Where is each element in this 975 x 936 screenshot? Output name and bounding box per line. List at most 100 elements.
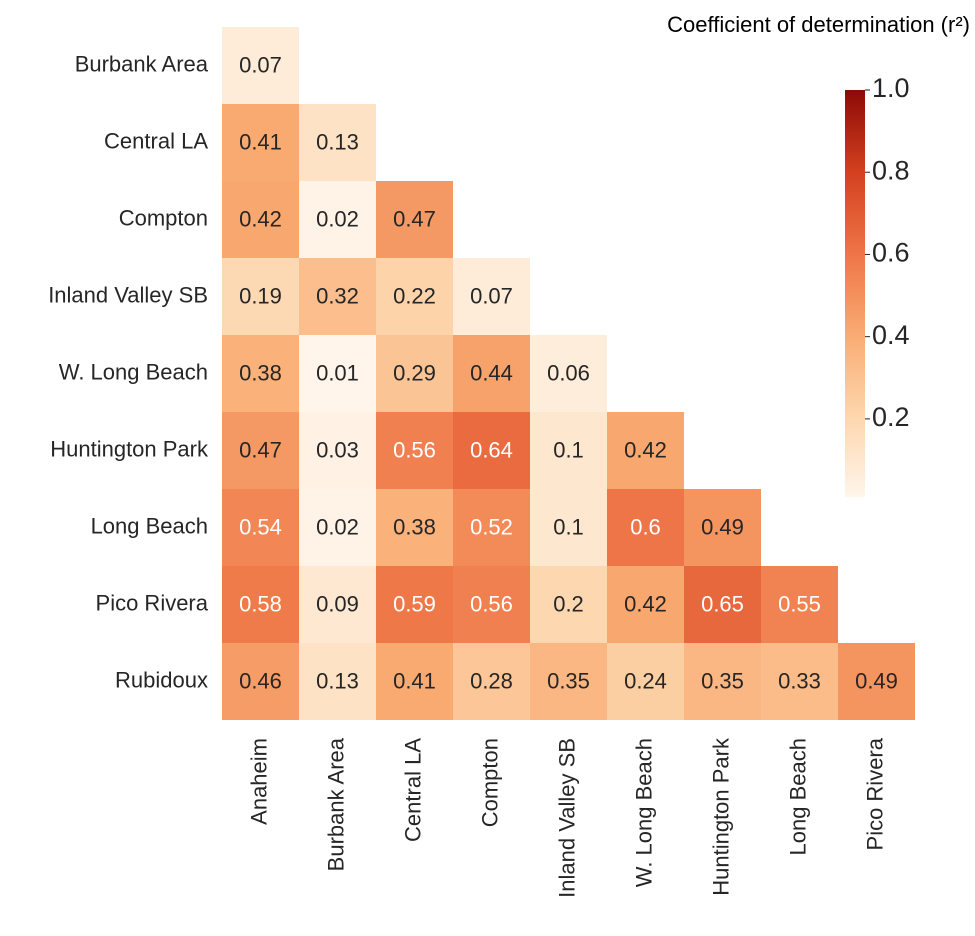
cell-label: 0.09 [316, 591, 359, 616]
heatmap-cell [299, 258, 376, 335]
cell-label: 0.65 [701, 591, 744, 616]
col-label: Anaheim [246, 738, 271, 825]
heatmap-cell [299, 643, 376, 720]
heatmap-cell [530, 489, 607, 566]
cell-label: 0.1 [553, 514, 584, 539]
col-label: Compton [477, 738, 502, 827]
cell-label: 0.56 [470, 591, 513, 616]
cell-label: 0.42 [624, 591, 667, 616]
heatmap-cell [376, 566, 453, 643]
heatmap-cell [530, 412, 607, 489]
heatmap-cell [838, 643, 915, 720]
cell-label: 0.02 [316, 514, 359, 539]
col-label: Huntington Park [708, 737, 733, 896]
heatmap-cell [453, 412, 530, 489]
heatmap-cell [222, 181, 299, 258]
cell-label: 0.01 [316, 360, 359, 385]
row-label: Compton [119, 205, 208, 230]
cell-label: 0.06 [547, 360, 590, 385]
heatmap-cell [222, 412, 299, 489]
cell-label: 0.47 [239, 437, 282, 462]
cell-label: 0.07 [239, 52, 282, 77]
heatmap-cell [376, 412, 453, 489]
cell-label: 0.38 [393, 514, 436, 539]
heatmap-cell [222, 104, 299, 181]
cell-label: 0.22 [393, 283, 436, 308]
cell-label: 0.55 [778, 591, 821, 616]
heatmap-cell [376, 181, 453, 258]
row-label: Huntington Park [50, 436, 209, 461]
colorbar-tick-label: 0.6 [872, 238, 910, 268]
col-label: Pico Rivera [862, 737, 887, 850]
row-label: Inland Valley SB [48, 282, 208, 307]
heatmap-cell [222, 258, 299, 335]
heatmap-cell [453, 643, 530, 720]
heatmap-cell [607, 566, 684, 643]
cell-label: 0.19 [239, 283, 282, 308]
cell-label: 0.41 [393, 668, 436, 693]
heatmap-cell [222, 566, 299, 643]
cell-label: 0.24 [624, 668, 667, 693]
heatmap-cell [299, 104, 376, 181]
cell-label: 0.6 [630, 514, 661, 539]
col-label: W. Long Beach [631, 738, 656, 887]
colorbar-tick-label: 1.0 [872, 73, 910, 103]
chart-title: Coefficient of determination (r²) [667, 12, 970, 37]
cell-label: 0.32 [316, 283, 359, 308]
colorbar [845, 90, 865, 497]
cell-label: 0.64 [470, 437, 513, 462]
cell-label: 0.58 [239, 591, 282, 616]
cell-label: 0.2 [553, 591, 584, 616]
heatmap-cell [299, 412, 376, 489]
cell-label: 0.49 [855, 668, 898, 693]
heatmap-cell [222, 335, 299, 412]
heatmap-cell [376, 489, 453, 566]
row-label: W. Long Beach [59, 359, 208, 384]
cell-label: 0.38 [239, 360, 282, 385]
heatmap-cell [607, 412, 684, 489]
heatmap-cell [376, 643, 453, 720]
heatmap-cell [684, 643, 761, 720]
colorbar-tick-label: 0.8 [872, 155, 910, 185]
heatmap-cell [453, 566, 530, 643]
cell-label: 0.29 [393, 360, 436, 385]
colorbar-tick-label: 0.2 [872, 402, 910, 432]
col-label: Inland Valley SB [554, 738, 579, 898]
heatmap-cell [761, 643, 838, 720]
heatmap-cell [607, 643, 684, 720]
heatmap-cell [453, 258, 530, 335]
heatmap-cell [684, 489, 761, 566]
heatmap-cell [376, 335, 453, 412]
cell-label: 0.41 [239, 129, 282, 154]
colorbar-tick-label: 0.4 [872, 320, 910, 350]
heatmap-cell [684, 566, 761, 643]
heatmap-cell [453, 489, 530, 566]
cell-label: 0.33 [778, 668, 821, 693]
cell-label: 0.42 [239, 206, 282, 231]
col-label: Central LA [400, 738, 425, 842]
col-label: Long Beach [785, 738, 810, 855]
cell-label: 0.49 [701, 514, 744, 539]
cell-label: 0.02 [316, 206, 359, 231]
cell-label: 0.13 [316, 129, 359, 154]
cell-label: 0.03 [316, 437, 359, 462]
cell-label: 0.59 [393, 591, 436, 616]
cell-label: 0.35 [547, 668, 590, 693]
row-label: Pico Rivera [96, 590, 209, 615]
row-label: Burbank Area [75, 51, 209, 76]
cell-label: 0.52 [470, 514, 513, 539]
cell-label: 0.13 [316, 668, 359, 693]
col-label: Burbank Area [323, 737, 348, 871]
cell-label: 0.07 [470, 283, 513, 308]
row-label: Long Beach [91, 513, 208, 538]
heatmap-cell [299, 181, 376, 258]
heatmap-cell [453, 335, 530, 412]
heatmap-cell [530, 566, 607, 643]
heatmap-cell [299, 335, 376, 412]
cell-label: 0.1 [553, 437, 584, 462]
row-label: Rubidoux [115, 667, 208, 692]
heatmap-cell [530, 643, 607, 720]
heatmap-cell [761, 566, 838, 643]
heatmap-cell [222, 27, 299, 104]
